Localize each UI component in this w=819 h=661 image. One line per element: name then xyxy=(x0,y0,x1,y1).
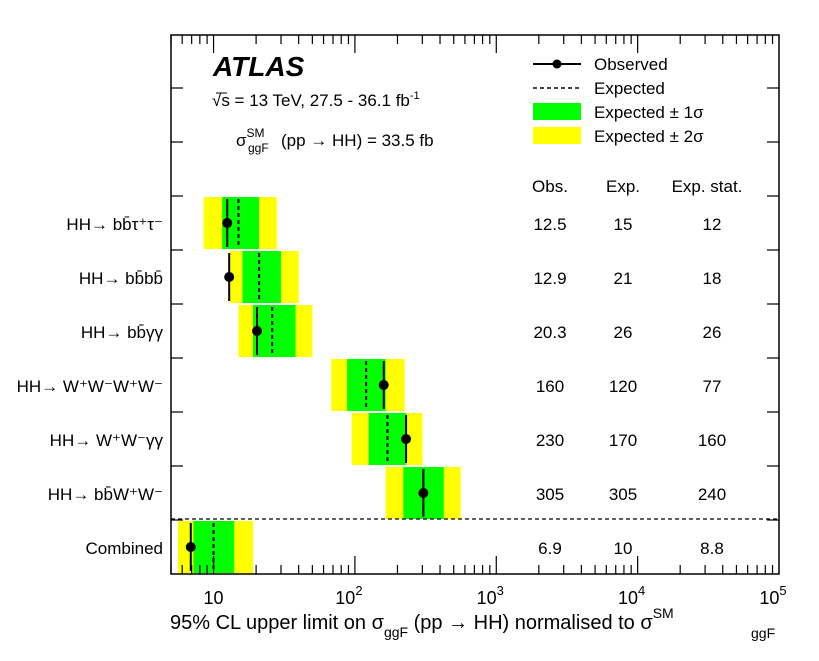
marks-layer xyxy=(185,199,429,571)
observed-marker xyxy=(185,542,196,552)
row-label: Combined xyxy=(86,539,164,558)
legend-band1-swatch xyxy=(533,103,581,120)
obs-value: 12.9 xyxy=(533,269,566,288)
exp-stat-value: 160 xyxy=(698,431,726,450)
exp-value: 120 xyxy=(609,377,637,396)
x-tick-base: 10 xyxy=(759,588,779,608)
bands-layer xyxy=(177,197,461,573)
row-label: HH→ bb̄τ⁺τ⁻ xyxy=(66,215,163,234)
x-tick-base: 10 xyxy=(204,588,224,608)
header-exp-stat: Exp. stat. xyxy=(672,177,743,196)
exp-stat-value: 18 xyxy=(703,269,722,288)
x-tick-base: 10 xyxy=(618,588,638,608)
row-labels: HH→ bb̄τ⁺τ⁻ HH→ bb̄bb̄ HH→ bb̄γγ HH→ W⁺W⁻W⁺… xyxy=(17,215,164,558)
x-tick-exp: 3 xyxy=(497,583,504,598)
x-tick-label: 105 xyxy=(759,583,786,608)
exp-stat-value: 12 xyxy=(703,215,722,234)
row-label: HH→ W⁺W⁻γγ xyxy=(50,431,164,450)
observed-marker xyxy=(418,488,429,498)
exp-stat-value: 240 xyxy=(698,485,726,504)
row-label-text: HH→ W⁺W⁻W⁺W⁻ xyxy=(17,377,163,396)
exp-value: 170 xyxy=(609,431,637,450)
legend-observed: Observed xyxy=(594,55,668,74)
legend-observed-marker xyxy=(552,59,562,69)
sigma-sm-label: σSM ggF (pp → HH) = 33.5 fb xyxy=(236,126,434,155)
observed-marker xyxy=(222,218,233,228)
row-label-text: HH→ bb̄W⁺W⁻ xyxy=(48,485,163,504)
x-tick-base: 10 xyxy=(335,588,355,608)
legend-band2: Expected ± 2σ xyxy=(594,127,704,146)
x-tick-label: 103 xyxy=(477,583,504,608)
header-exp: Exp. xyxy=(606,177,640,196)
exp-value: 26 xyxy=(614,323,633,342)
exp-value: 15 xyxy=(614,215,633,234)
exp-value: 305 xyxy=(609,485,637,504)
obs-value: 305 xyxy=(536,485,564,504)
energy-label: √s = 13 TeV, 27.5 - 36.1 fb-1 xyxy=(212,90,420,110)
row-label: HH→ bb̄W⁺W⁻ xyxy=(48,485,163,504)
row-label-text: HH→ W⁺W⁻γγ xyxy=(50,431,164,450)
row-label: HH→ bb̄γγ xyxy=(81,323,164,342)
header-obs: Obs. xyxy=(532,177,568,196)
obs-value: 6.9 xyxy=(538,539,562,558)
legend: Observed Expected Expected ± 1σ Expected… xyxy=(533,55,704,146)
exp-stat-value: 77 xyxy=(703,377,722,396)
experiment-label: ATLAS xyxy=(212,51,305,82)
x-tick-label: 10 xyxy=(204,588,224,608)
row-label: HH→ bb̄bb̄ xyxy=(79,269,163,288)
observed-marker xyxy=(224,272,235,282)
exp-stat-value: 8.8 xyxy=(700,539,724,558)
obs-value: 230 xyxy=(536,431,564,450)
x-tick-base: 10 xyxy=(477,588,497,608)
observed-marker xyxy=(401,434,412,444)
x-tick-label: 102 xyxy=(335,583,362,608)
x-tick-exp: 4 xyxy=(638,583,645,598)
exp-value: 10 xyxy=(614,539,633,558)
x-tick-exp: 5 xyxy=(779,583,786,598)
x-axis-title: 95% CL upper limit on σggF (pp → HH) nor… xyxy=(170,605,775,641)
legend-band1: Expected ± 1σ xyxy=(594,103,704,122)
table-values: 12.5 15 12 12.9 21 18 20.3 26 26 160 120 77 230 170 16… xyxy=(533,215,726,558)
observed-marker xyxy=(252,326,263,336)
exp-value: 21 xyxy=(614,269,633,288)
row-label-text: HH→ bb̄τ⁺τ⁻ xyxy=(66,215,163,234)
x-tick-label: 104 xyxy=(618,583,645,608)
exp-stat-value: 26 xyxy=(703,323,722,342)
axis-ticks: 10 102 103 104 105 xyxy=(170,35,787,608)
band1-sigma xyxy=(242,251,282,303)
obs-value: 20.3 xyxy=(533,323,566,342)
obs-value: 12.5 xyxy=(533,215,566,234)
obs-value: 160 xyxy=(536,377,564,396)
legend-band2-swatch xyxy=(533,127,581,144)
x-tick-exp: 2 xyxy=(355,583,362,598)
legend-expected: Expected xyxy=(594,79,665,98)
row-label: HH→ W⁺W⁻W⁺W⁻ xyxy=(17,377,163,396)
observed-marker xyxy=(378,380,389,390)
